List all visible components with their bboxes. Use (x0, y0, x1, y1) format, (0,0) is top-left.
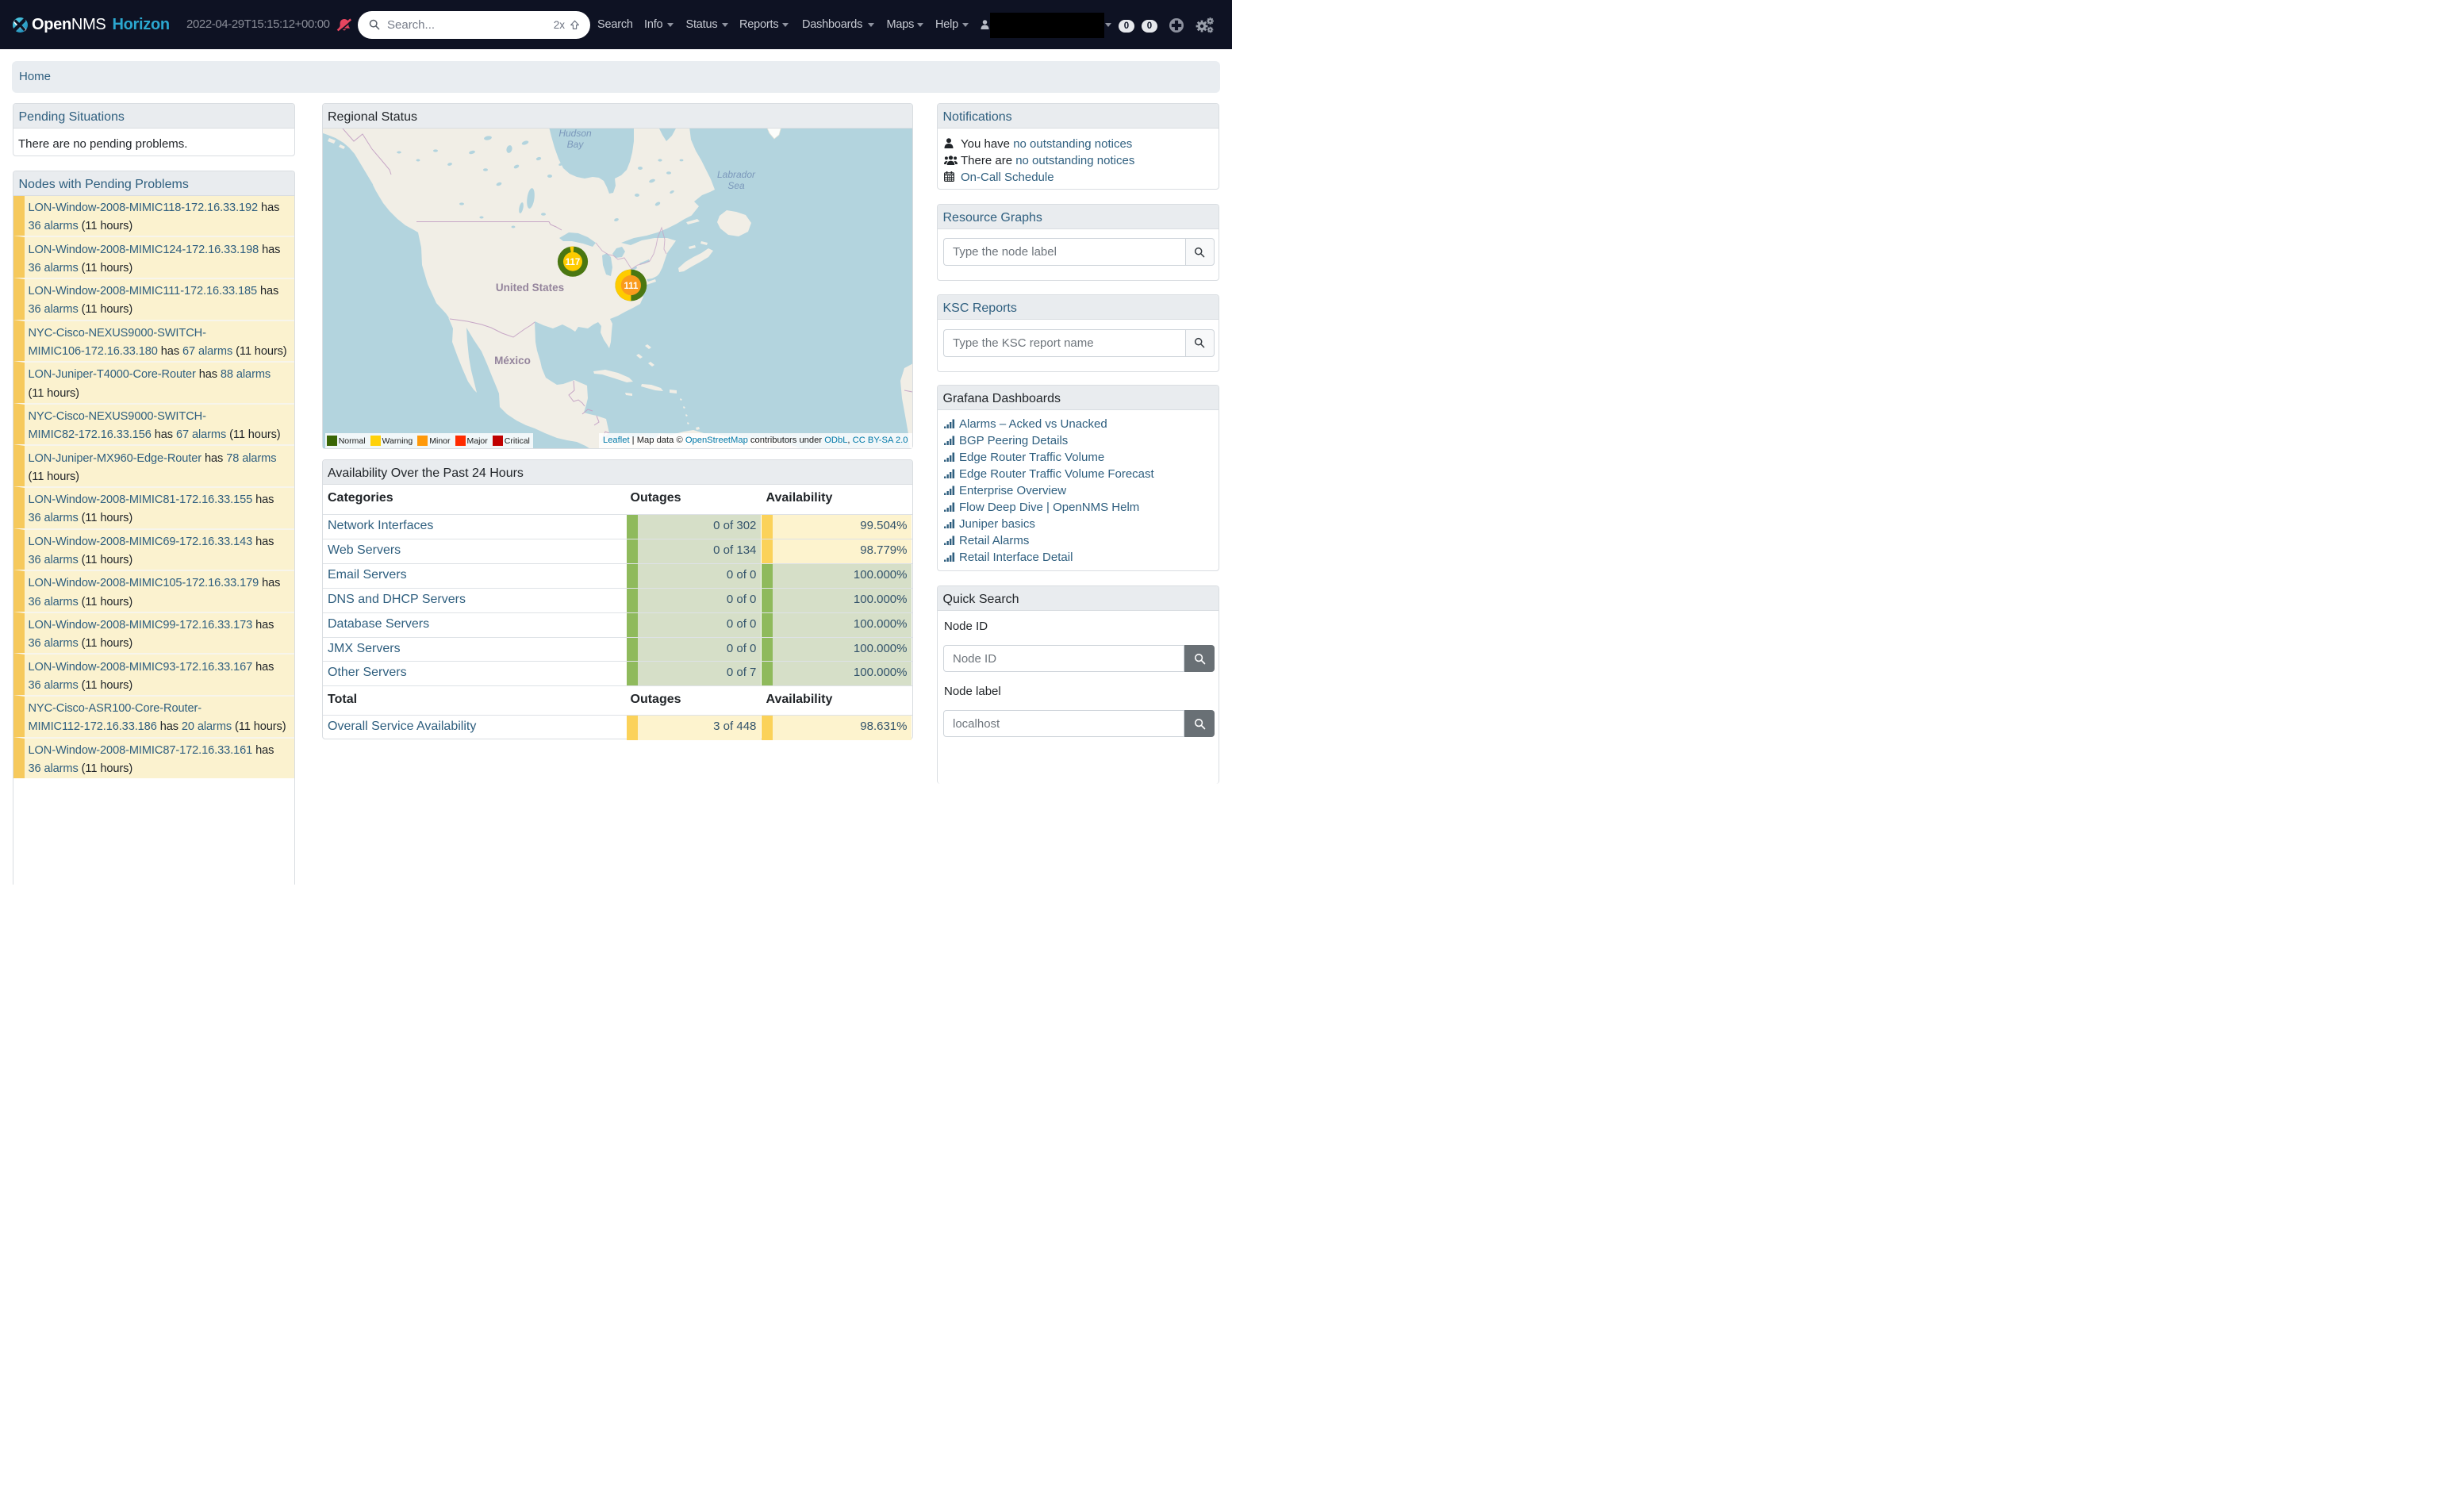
svg-text:Sea: Sea (727, 180, 745, 191)
svg-text:Hudson: Hudson (558, 129, 592, 139)
svg-text:México: México (494, 355, 531, 367)
svg-text:111: 111 (624, 282, 639, 291)
svg-text:117: 117 (565, 258, 580, 267)
svg-text:Labrador: Labrador (716, 169, 755, 180)
svg-text:United States: United States (495, 282, 563, 294)
svg-text:Bay: Bay (566, 139, 584, 150)
